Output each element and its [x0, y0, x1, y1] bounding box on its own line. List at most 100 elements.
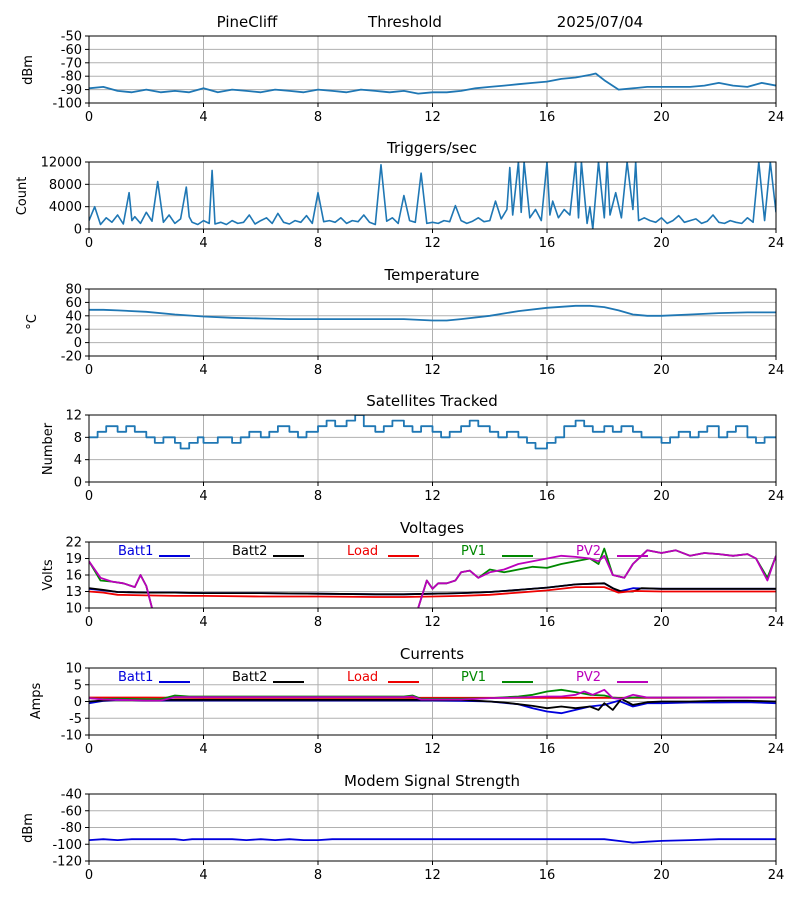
modem-ytick-label--100: -100 — [52, 838, 82, 853]
voltages-xtick-label-4: 4 — [199, 615, 207, 630]
rssi-xtick-label-24: 24 — [768, 110, 785, 125]
voltages-xtick-label-16: 16 — [539, 615, 556, 630]
satellites-xtick-label-24: 24 — [768, 489, 785, 504]
panel-rssi: dBm — [21, 55, 36, 85]
satellites-ytick-label-12: 12 — [65, 409, 82, 424]
currents-xtick-label-12: 12 — [424, 742, 441, 757]
currents-title: Currents — [400, 645, 464, 663]
satellites-ytick-label-8: 8 — [74, 431, 82, 446]
currents-legend-pv2: PV2 — [576, 670, 601, 685]
voltages-legend-batt1: Batt1 — [118, 544, 153, 559]
panel-currents: Currents Amps — [29, 645, 464, 719]
satellites-xtick-label-4: 4 — [199, 489, 207, 504]
currents-line-batt2 — [89, 697, 776, 711]
currents-legend-batt2: Batt2 — [232, 670, 267, 685]
satellites-title: Satellites Tracked — [366, 392, 497, 410]
triggers-ytick-label-4000: 4000 — [49, 200, 82, 215]
rssi-ytick-label--100: -100 — [52, 97, 82, 112]
temperature-xtick-label-24: 24 — [768, 363, 785, 378]
satellites-ylabel: Number — [41, 422, 56, 475]
temperature-ytick-label-60: 60 — [65, 296, 82, 311]
currents-ytick-label--5: -5 — [69, 712, 82, 727]
modem-plot: 0 4 8 12 16 20 24 -120 -100 -80 -60-40 — [52, 788, 784, 884]
temperature-xtick-label-12: 12 — [424, 363, 441, 378]
triggers-title: Triggers/sec — [386, 139, 477, 157]
temperature-xtick-label-8: 8 — [314, 363, 322, 378]
triggers-xtick-label-4: 4 — [199, 236, 207, 251]
modem-ytick-label--120: -120 — [52, 855, 82, 870]
triggers-xtick-label-0: 0 — [85, 236, 93, 251]
rssi-line-series-0 — [89, 72, 776, 95]
temperature-ytick-label-80: 80 — [65, 283, 82, 298]
rssi-xtick-label-4: 4 — [199, 110, 207, 125]
header-date: 2025/07/04 — [557, 13, 643, 31]
temperature-line-series-0 — [89, 304, 776, 322]
triggers-plot: 0 4 8 12 16 20 24 0 4000 8000 12000 — [41, 156, 785, 252]
panel-modem: Modem Signal Strength dBm — [21, 772, 520, 843]
rssi-ytick-label--60: -60 — [61, 43, 82, 58]
triggers-xtick-label-12: 12 — [424, 236, 441, 251]
satellites-xtick-label-0: 0 — [85, 489, 93, 504]
currents-xtick-label-0: 0 — [85, 742, 93, 757]
triggers-ytick-label-8000: 8000 — [49, 178, 82, 193]
voltages-xtick-label-20: 20 — [653, 615, 670, 630]
panel-temperature: Temperature °C — [25, 266, 480, 330]
temperature-ytick-label-0: 0 — [74, 336, 82, 351]
modem-title: Modem Signal Strength — [344, 772, 520, 790]
triggers-ytick-label-12000: 12000 — [41, 156, 82, 171]
rssi-ytick-label--50: -50 — [61, 30, 82, 45]
panel-triggers: Triggers/sec Count — [15, 139, 477, 215]
voltages-ytick-label-16: 16 — [65, 569, 82, 584]
currents-ylabel: Amps — [29, 682, 44, 719]
modem-ytick-label--60: -60 — [61, 804, 82, 819]
currents-ytick-label-5: 5 — [74, 678, 82, 693]
modem-xtick-label-0: 0 — [85, 868, 93, 883]
voltages-legend-load: Load — [347, 544, 378, 559]
voltages-ytick-label-10: 10 — [65, 602, 82, 617]
rssi-xtick-label-20: 20 — [653, 110, 670, 125]
satellites-xtick-label-16: 16 — [539, 489, 556, 504]
voltages-xtick-label-0: 0 — [85, 615, 93, 630]
modem-ytick-label--40: -40 — [61, 788, 82, 803]
satellites-plot: 0 4 8 12 16 20 24 0 4 8 12 — [65, 409, 784, 505]
voltages-ylabel: Volts — [41, 559, 56, 591]
currents-xtick-label-8: 8 — [314, 742, 322, 757]
triggers-xtick-label-20: 20 — [653, 236, 670, 251]
currents-xtick-label-4: 4 — [199, 742, 207, 757]
panel-voltages: Voltages Volts — [41, 519, 464, 591]
voltages-xtick-label-12: 12 — [424, 615, 441, 630]
temperature-ylabel: °C — [25, 314, 40, 330]
satellites-xtick-label-8: 8 — [314, 489, 322, 504]
modem-xtick-label-24: 24 — [768, 868, 785, 883]
currents-ytick-label-0: 0 — [74, 695, 82, 710]
satellites-xtick-label-20: 20 — [653, 489, 670, 504]
modem-xtick-label-4: 4 — [199, 868, 207, 883]
voltages-legend-pv2: PV2 — [576, 544, 601, 559]
voltages-xtick-label-8: 8 — [314, 615, 322, 630]
rssi-xtick-label-16: 16 — [539, 110, 556, 125]
currents-legend-load: Load — [347, 670, 378, 685]
temperature-ytick-label-20: 20 — [65, 323, 82, 338]
currents-line-pv2 — [89, 688, 776, 702]
currents-xtick-label-20: 20 — [653, 742, 670, 757]
modem-xtick-label-12: 12 — [424, 868, 441, 883]
voltages-ytick-label-19: 19 — [65, 552, 82, 567]
satellites-xtick-label-12: 12 — [424, 489, 441, 504]
triggers-line-series-0 — [89, 162, 776, 229]
temperature-xtick-label-0: 0 — [85, 363, 93, 378]
voltages-line-load — [89, 586, 776, 598]
voltages-ytick-label-22: 22 — [65, 536, 82, 551]
header: PineCliff Threshold 2025/07/04 — [217, 13, 644, 31]
temperature-xtick-label-20: 20 — [653, 363, 670, 378]
voltages-ytick-label-13: 13 — [65, 585, 82, 600]
currents-legend-pv1: PV1 — [461, 670, 486, 685]
modem-line-series-0 — [89, 838, 776, 844]
voltages-legend-pv1: PV1 — [461, 544, 486, 559]
currents-ytick-label--10: -10 — [61, 729, 82, 744]
rssi-xtick-label-12: 12 — [424, 110, 441, 125]
rssi-ytick-label--90: -90 — [61, 83, 82, 98]
rssi-xtick-label-8: 8 — [314, 110, 322, 125]
triggers-ytick-label-0: 0 — [74, 223, 82, 238]
